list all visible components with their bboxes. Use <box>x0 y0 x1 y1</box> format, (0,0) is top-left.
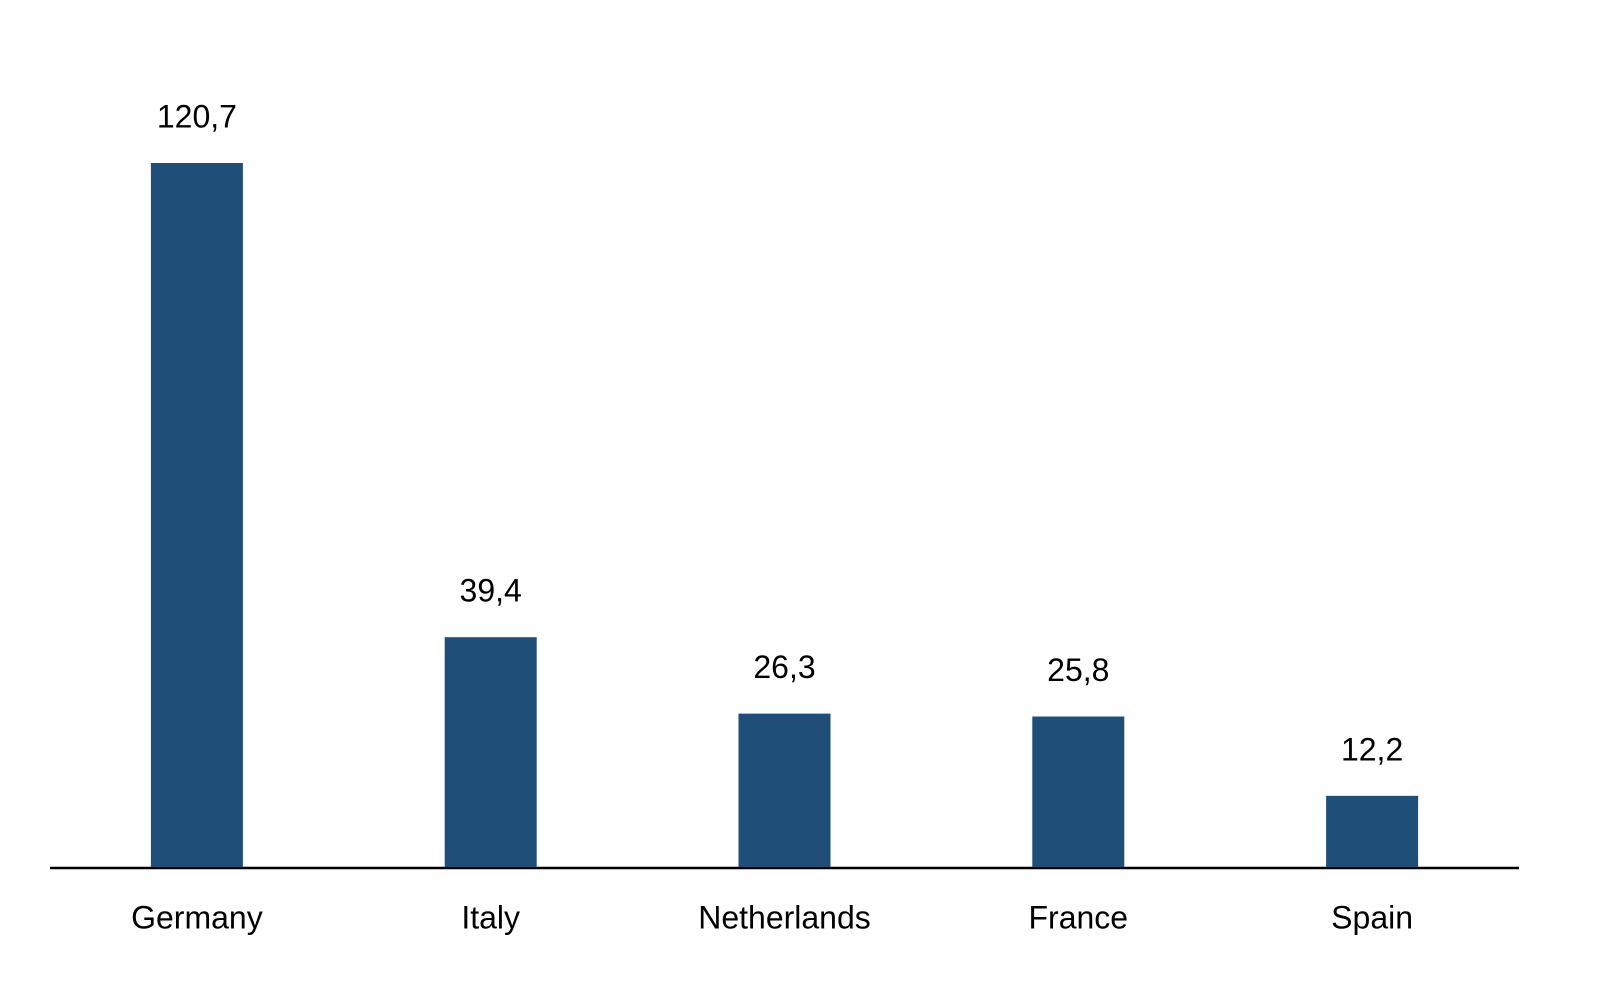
value-label: 120,7 <box>157 98 237 134</box>
x-tick-label: Netherlands <box>698 899 871 935</box>
x-tick-label: Italy <box>461 899 520 935</box>
value-label: 39,4 <box>460 573 522 609</box>
bar <box>1032 716 1125 867</box>
value-label: 26,3 <box>753 649 815 685</box>
x-tick-label: Germany <box>131 899 263 935</box>
bar <box>150 163 243 867</box>
x-tick-label: France <box>1029 899 1129 935</box>
x-tick-label: Spain <box>1331 899 1413 935</box>
value-label: 25,8 <box>1047 652 1109 688</box>
bar <box>444 637 537 867</box>
bar <box>1326 795 1419 867</box>
bar <box>738 713 831 867</box>
value-label: 12,2 <box>1341 731 1403 767</box>
